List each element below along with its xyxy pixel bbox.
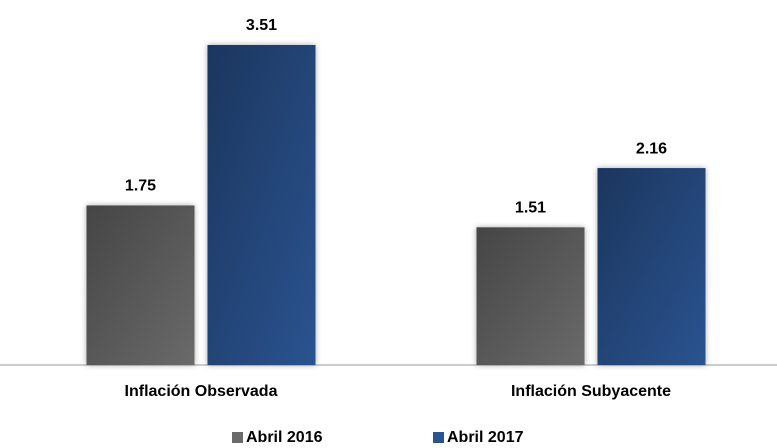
value-label: 2.16 bbox=[636, 140, 667, 157]
legend-swatch bbox=[433, 432, 444, 443]
bar-shade bbox=[207, 45, 316, 365]
value-label: 1.75 bbox=[125, 178, 156, 195]
x-tick-label: Inflación Subyacente bbox=[511, 383, 671, 400]
legend-label: Abril 2017 bbox=[447, 429, 524, 446]
bar-shade bbox=[86, 205, 195, 365]
bar-shade bbox=[476, 227, 585, 365]
legend-label: Abril 2016 bbox=[246, 429, 323, 446]
value-label: 1.51 bbox=[515, 200, 546, 217]
x-tick-label: Inflación Observada bbox=[125, 383, 278, 400]
value-label: 3.51 bbox=[246, 17, 277, 34]
bar-shade bbox=[597, 168, 706, 365]
legend-swatch bbox=[232, 432, 243, 443]
